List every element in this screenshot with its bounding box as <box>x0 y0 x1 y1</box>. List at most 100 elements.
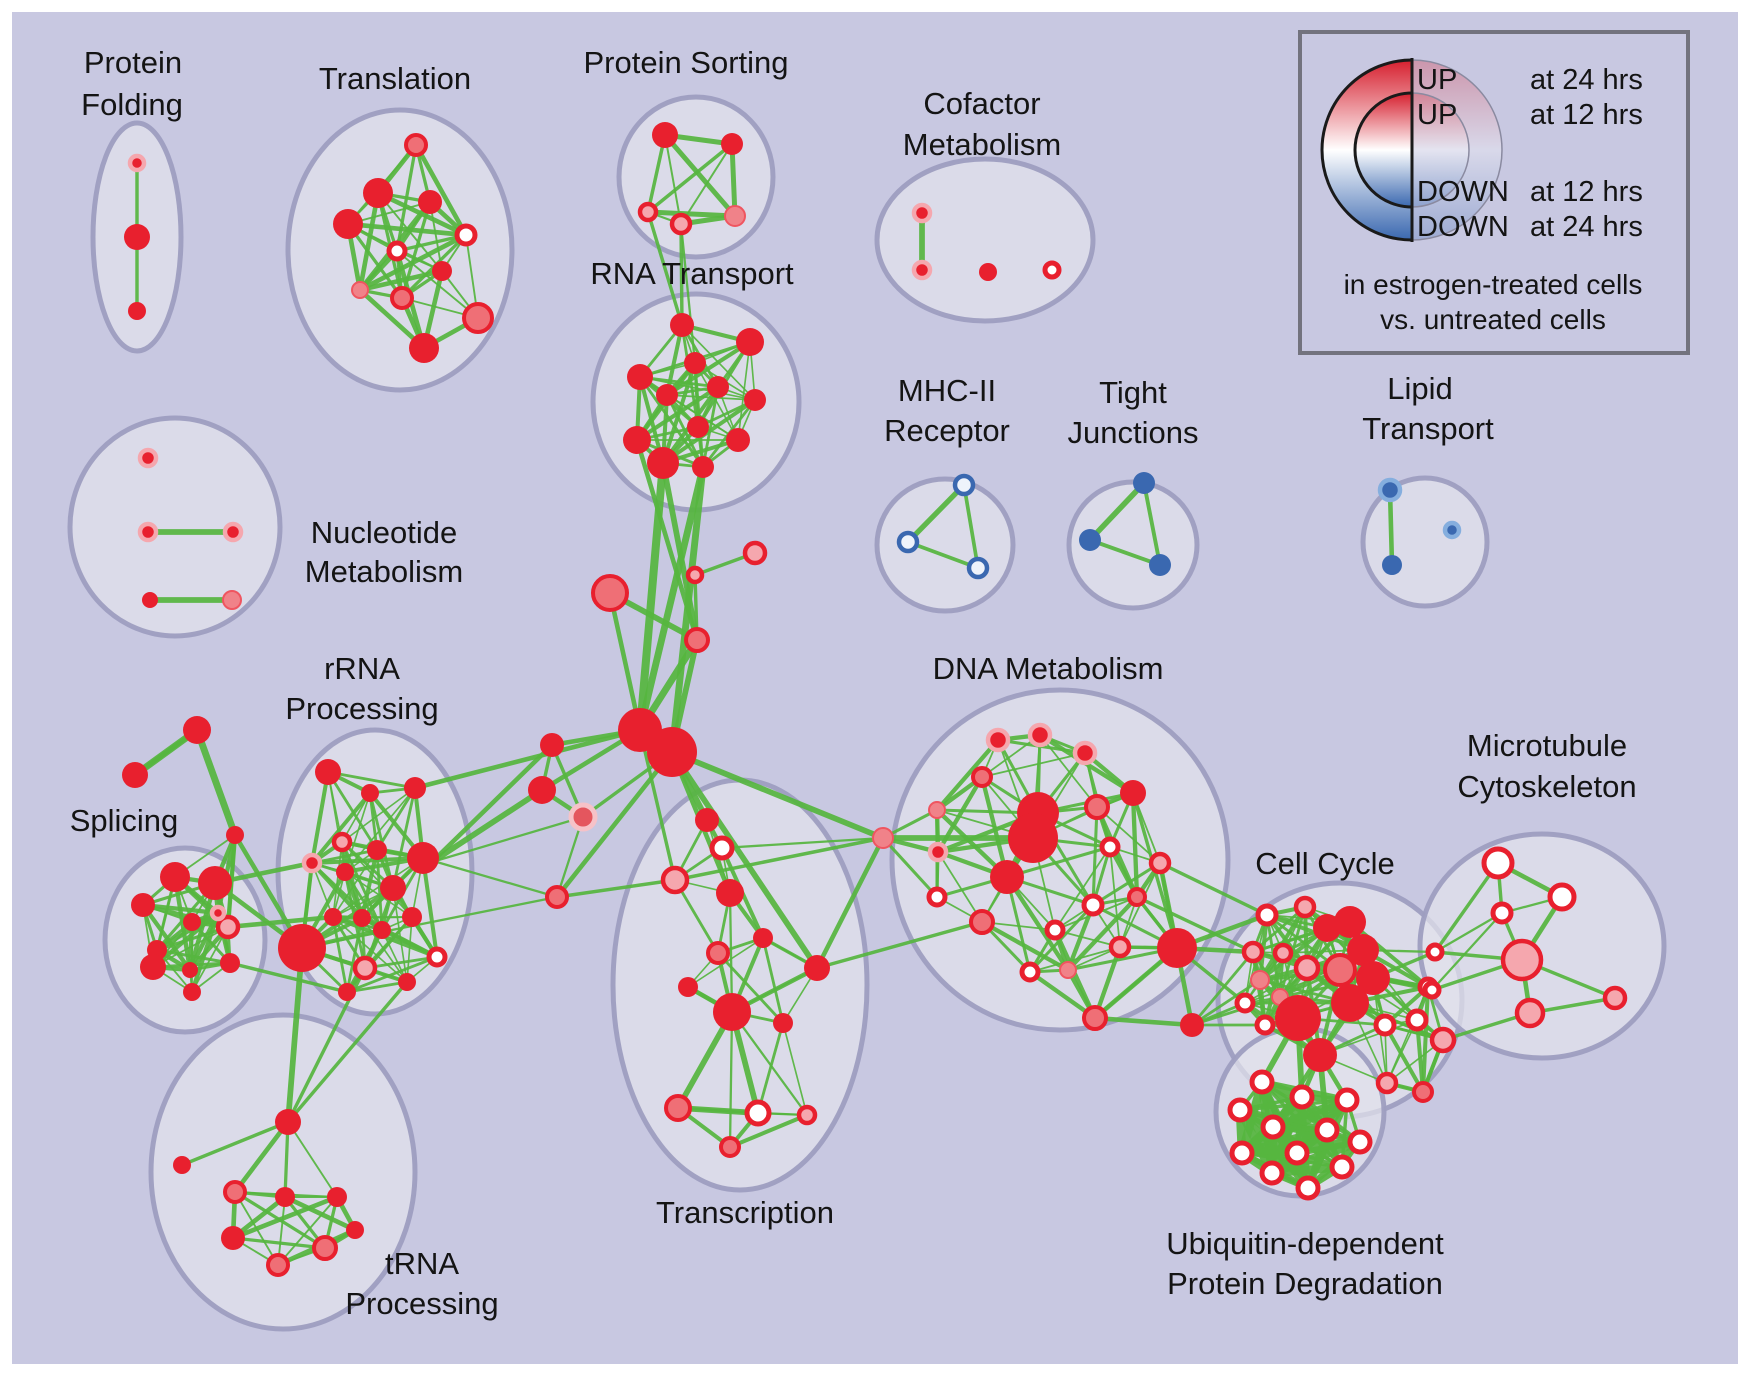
network-node <box>796 1104 818 1126</box>
network-node <box>545 885 569 909</box>
network-node <box>140 954 166 980</box>
network-node <box>1180 1013 1204 1037</box>
cluster-label-mhc-ii-receptor: MHC-II <box>898 373 996 408</box>
network-node <box>404 777 426 799</box>
network-node <box>979 263 997 281</box>
network-node <box>1275 995 1321 1041</box>
network-node <box>627 364 653 390</box>
network-node <box>418 190 442 214</box>
network-edge <box>413 142 469 238</box>
network-node <box>1293 895 1317 919</box>
network-node <box>716 879 744 907</box>
network-node <box>911 259 933 281</box>
network-edge <box>729 141 738 219</box>
network-node <box>804 955 830 981</box>
network-node <box>695 808 719 832</box>
network-edge <box>1387 487 1395 568</box>
network-edge <box>1190 978 1262 1027</box>
network-edge <box>1039 734 1098 808</box>
cluster-ellipse-trna-processing <box>148 1012 418 1332</box>
network-node <box>1255 903 1279 927</box>
network-edge <box>231 1236 327 1250</box>
network-edge <box>1433 861 1500 954</box>
cluster-label-lipid-transport: Lipid <box>1387 371 1453 406</box>
network-node <box>1260 1114 1286 1140</box>
network-node <box>1422 980 1442 1000</box>
network-node <box>685 565 705 585</box>
network-edge <box>716 951 785 1025</box>
network-node <box>221 1226 245 1250</box>
network-edge <box>1257 925 1330 983</box>
network-node <box>1229 1140 1255 1166</box>
network-node <box>220 953 240 973</box>
network-node <box>160 862 190 892</box>
network-edge <box>756 1021 785 1115</box>
network-edge <box>1135 895 1255 954</box>
cluster-labels: Protein Folding Translation Protein Sorting… <box>70 45 1637 1321</box>
cluster-label-nucleotide-metabolism: Metabolism <box>305 554 464 589</box>
network-node <box>351 281 369 299</box>
network-node <box>1272 942 1294 964</box>
cluster-label-cofactor-metabolism: Metabolism <box>903 127 1062 162</box>
network-edge <box>285 945 305 1125</box>
network-edge <box>346 222 404 300</box>
network-edge <box>669 749 820 971</box>
network-edge <box>638 728 677 882</box>
cluster-ellipse-cofactor-metabolism <box>874 156 1096 324</box>
network-edge <box>430 815 585 864</box>
network-node <box>990 860 1024 894</box>
network-edge <box>737 341 751 441</box>
network-node <box>971 766 993 788</box>
cluster-label-tight-junctions: Tight <box>1099 375 1167 410</box>
network-node <box>1481 846 1515 880</box>
network-edge <box>1027 969 1098 1021</box>
network-edge <box>140 902 193 973</box>
network-node <box>1127 887 1147 907</box>
network-node <box>315 759 341 785</box>
cluster-label-translation: Translation <box>319 61 471 96</box>
network-node <box>736 328 764 356</box>
network-node <box>568 802 598 832</box>
network-node <box>1314 1117 1340 1143</box>
network-edge <box>634 437 700 643</box>
cluster-ellipse-microtubule-cytoskeleton <box>1417 831 1667 1061</box>
cluster-label-protein-folding: Folding <box>81 87 183 122</box>
legend-up-12-label: UP <box>1417 99 1457 131</box>
network-edge <box>814 835 886 971</box>
network-node <box>1008 813 1058 863</box>
network-node <box>1079 529 1101 551</box>
network-node <box>637 201 659 223</box>
network-node <box>528 776 556 804</box>
network-node <box>1347 934 1379 966</box>
network-node <box>1377 477 1403 503</box>
network-node <box>367 840 387 860</box>
network-edge <box>636 463 707 734</box>
cluster-label-lipid-transport: Transport <box>1362 411 1494 446</box>
network-edge <box>287 1121 338 1198</box>
network-edge <box>277 1196 338 1266</box>
network-node <box>183 983 201 1001</box>
network-node <box>275 1187 295 1207</box>
network-node <box>647 727 697 777</box>
cluster-label-cell-cycle: Cell Cycle <box>1255 846 1395 881</box>
network-node <box>380 875 406 901</box>
network-edge <box>669 749 886 841</box>
network-node <box>198 866 232 900</box>
network-edge <box>1158 861 1269 917</box>
network-node <box>1072 740 1098 766</box>
network-node <box>312 1235 338 1261</box>
network-node <box>1490 901 1514 925</box>
cluster-label-rna-transport: RNA Transport <box>590 256 794 291</box>
network-edge <box>1109 846 1121 948</box>
network-node <box>324 908 342 926</box>
network-node <box>647 447 679 479</box>
network-edge <box>906 540 980 570</box>
network-edge <box>1054 846 1111 931</box>
network-node <box>1042 260 1062 280</box>
legend-caption-line1: in estrogen-treated cells <box>1344 269 1643 300</box>
network-node <box>1019 961 1041 983</box>
network-edge <box>420 855 440 960</box>
network-node <box>183 716 211 744</box>
cluster-ellipse-protein-sorting <box>616 94 776 260</box>
network-edge <box>1005 845 1112 879</box>
